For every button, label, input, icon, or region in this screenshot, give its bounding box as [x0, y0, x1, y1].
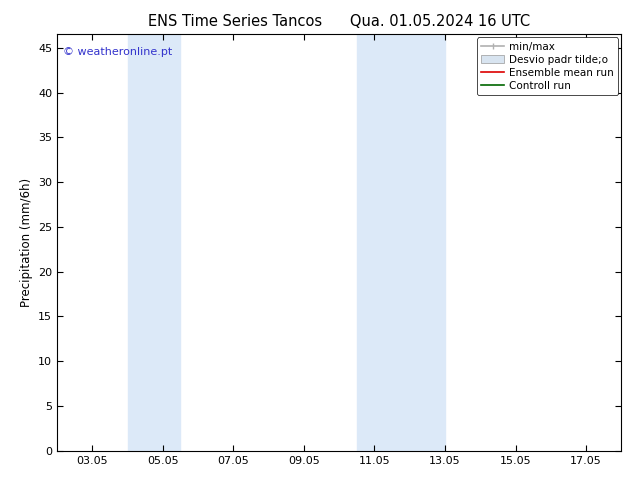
Bar [127, 34, 181, 451]
Title: ENS Time Series Tancos      Qua. 01.05.2024 16 UTC: ENS Time Series Tancos Qua. 01.05.2024 1… [148, 14, 530, 29]
Text: © weatheronline.pt: © weatheronline.pt [63, 47, 172, 57]
Bar [357, 34, 445, 451]
Legend: min/max, Desvio padr tilde;o, Ensemble mean run, Controll run: min/max, Desvio padr tilde;o, Ensemble m… [477, 37, 618, 95]
Y-axis label: Precipitation (mm/6h): Precipitation (mm/6h) [20, 178, 32, 307]
